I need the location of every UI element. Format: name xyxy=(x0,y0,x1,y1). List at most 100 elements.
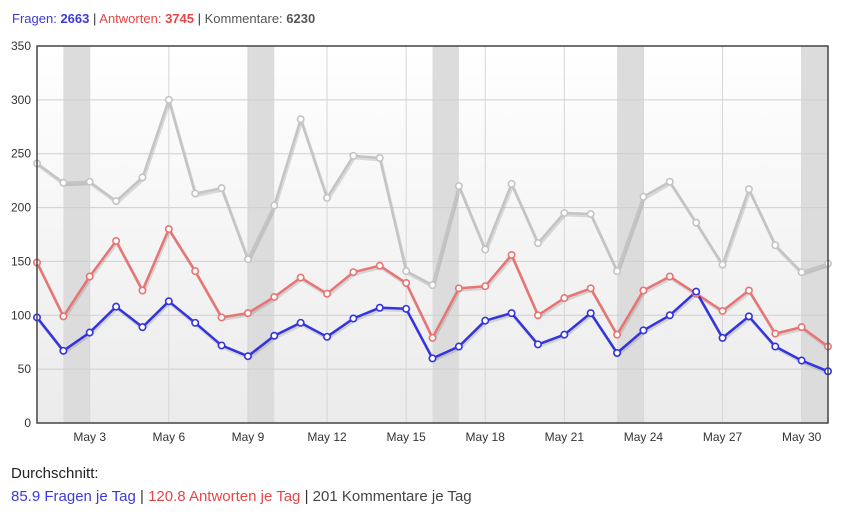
kommentare-point xyxy=(112,197,121,206)
fragen-point xyxy=(718,333,727,342)
antworten-point xyxy=(507,250,516,259)
separator: | xyxy=(139,488,144,505)
antworten-point xyxy=(164,225,173,234)
kommentare-point xyxy=(586,210,595,219)
x-tick-label: May 27 xyxy=(703,430,743,444)
antworten-point xyxy=(296,273,305,282)
antworten-point xyxy=(744,286,753,295)
kommentare-point xyxy=(243,255,252,264)
antworten-point xyxy=(613,330,622,339)
kommentare-total: 6230 xyxy=(286,11,316,26)
antworten-point xyxy=(665,272,674,281)
kommentare-point xyxy=(191,189,200,198)
kommentare-point xyxy=(718,260,727,269)
fragen-point xyxy=(349,314,358,323)
antworten-point xyxy=(533,311,542,320)
fragen-point xyxy=(164,297,173,306)
kommentare-point xyxy=(402,267,411,276)
fragen-point xyxy=(744,312,753,321)
fragen-point xyxy=(665,311,674,320)
fragen-point xyxy=(507,309,516,318)
kommentare-point xyxy=(59,178,68,187)
kommentare-point xyxy=(481,245,490,254)
antworten-point xyxy=(59,312,68,321)
x-tick-label: May 18 xyxy=(466,430,506,444)
antworten-point xyxy=(402,278,411,287)
antworten-point xyxy=(586,284,595,293)
fragen-point xyxy=(481,316,490,325)
kommentare-point xyxy=(323,193,332,202)
kommentare-point xyxy=(270,201,279,210)
kommentare-point xyxy=(85,177,94,186)
kommentare-point xyxy=(375,154,384,163)
fragen-point xyxy=(771,342,780,351)
kommentare-point xyxy=(692,218,701,227)
y-tick-label: 350 xyxy=(11,39,31,53)
fragen-point xyxy=(586,309,595,318)
fragen-point xyxy=(454,342,463,351)
separator: | xyxy=(92,11,97,26)
antworten-point xyxy=(718,306,727,315)
antworten-label: Antworten: xyxy=(99,11,162,26)
fragen-point xyxy=(85,328,94,337)
x-tick-label: May 24 xyxy=(624,430,664,444)
fragen-point xyxy=(639,326,648,335)
fragen-point xyxy=(692,287,701,296)
fragen-point xyxy=(797,356,806,365)
kommentare-point xyxy=(507,179,516,188)
antworten-point xyxy=(191,267,200,276)
kommentare-point xyxy=(349,151,358,160)
fragen-point xyxy=(402,304,411,313)
kommentare-point xyxy=(138,173,147,182)
y-tick-label: 0 xyxy=(24,416,31,430)
antworten-point xyxy=(217,313,226,322)
antworten-point xyxy=(349,268,358,277)
kommentare-point xyxy=(744,185,753,194)
x-tick-label: May 15 xyxy=(386,430,426,444)
y-tick-label: 300 xyxy=(11,93,31,107)
kommentare-point xyxy=(533,239,542,248)
kommentare-point xyxy=(454,182,463,191)
kommentare-point xyxy=(428,281,437,290)
antworten-point xyxy=(771,329,780,338)
fragen-point xyxy=(560,330,569,339)
fragen-point xyxy=(533,340,542,349)
y-tick-label: 200 xyxy=(11,201,31,215)
kommentare-point xyxy=(164,95,173,104)
activity-line-chart: 0 50 100 150 200 250 300 350 May 3 May 6 May 9 May … xyxy=(11,39,832,444)
weekend-band xyxy=(801,46,828,423)
kommentare-point xyxy=(560,208,569,217)
antworten-point xyxy=(112,236,121,245)
antworten-point xyxy=(85,272,94,281)
kommentare-average: 201 Kommentare je Tag xyxy=(312,488,472,505)
fragen-point xyxy=(217,341,226,350)
antworten-point xyxy=(797,323,806,332)
fragen-total: 2663 xyxy=(60,11,90,26)
separator: | xyxy=(304,488,309,505)
fragen-point xyxy=(59,346,68,355)
antworten-point xyxy=(323,289,332,298)
antworten-total: 3745 xyxy=(165,11,194,26)
fragen-point xyxy=(243,352,252,361)
x-tick-label: May 6 xyxy=(152,430,185,444)
kommentare-label: Kommentare: xyxy=(204,11,283,26)
fragen-point xyxy=(375,303,384,312)
summary-line: Fragen: 2663 | Antworten: 3745 | Komment… xyxy=(12,11,315,26)
x-tick-label: May 12 xyxy=(307,430,347,444)
x-tick-label: May 30 xyxy=(782,430,822,444)
fragen-point xyxy=(270,331,279,340)
fragen-point xyxy=(428,354,437,363)
x-tick-label: May 9 xyxy=(232,430,265,444)
fragen-point xyxy=(296,318,305,327)
antworten-point xyxy=(243,309,252,318)
weekend-band xyxy=(63,46,90,423)
antworten-point xyxy=(428,333,437,342)
plot-border xyxy=(36,45,829,424)
fragen-point xyxy=(112,302,121,311)
separator: | xyxy=(197,11,201,26)
antworten-point xyxy=(639,286,648,295)
y-tick-label: 150 xyxy=(11,254,31,268)
x-tick-label: May 21 xyxy=(545,430,585,444)
fragen-point xyxy=(191,318,200,327)
kommentare-point xyxy=(797,268,806,277)
